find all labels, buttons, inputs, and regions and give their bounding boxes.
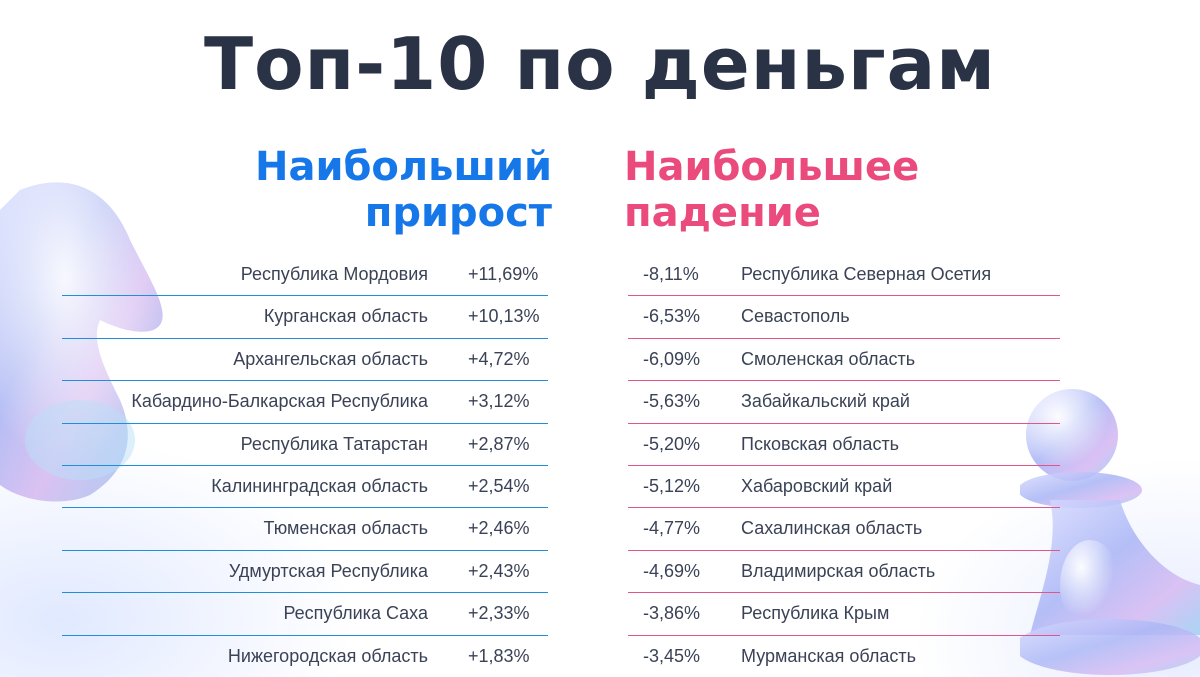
growth-heading-line2: прирост <box>364 190 552 236</box>
decline-table: -8,11% Республика Северная Осетия -6,53% С… <box>628 254 1060 677</box>
region-name: Сахалинская область <box>741 518 923 539</box>
decline-value: -6,53% <box>643 306 701 327</box>
growth-row: Кабардино-Балкарская Республика +3,12% <box>62 381 548 424</box>
region-name: Забайкальский край <box>741 391 910 412</box>
growth-table: Республика Мордовия +11,69% Курганская об… <box>62 254 548 677</box>
growth-row: Нижегородская область +1,83% <box>62 636 548 677</box>
region-name: Хабаровский край <box>741 475 893 496</box>
decline-value: -3,86% <box>643 603 701 624</box>
growth-value: +4,72% <box>468 348 530 369</box>
growth-row: Республика Саха +2,33% <box>62 593 548 636</box>
decline-value: -4,77% <box>643 518 701 539</box>
growth-value: +2,54% <box>468 475 530 496</box>
region-name: Республика Северная Осетия <box>741 264 992 284</box>
growth-value: +3,12% <box>468 391 530 412</box>
region-name: Владимирская область <box>741 560 936 581</box>
growth-row: Калининградская область +2,54% <box>62 466 548 509</box>
growth-value: +2,87% <box>468 433 530 454</box>
decline-value: -4,69% <box>643 560 701 581</box>
region-name: Псковская область <box>741 433 900 454</box>
decline-row: -3,45% Мурманская область <box>628 636 1060 677</box>
decline-value: -5,20% <box>643 433 701 454</box>
growth-row: Архангельская область +4,72% <box>62 339 548 382</box>
region-name: Курганская область <box>263 306 428 327</box>
decline-value: -8,11% <box>643 264 699 284</box>
growth-value: +2,46% <box>468 518 530 539</box>
decline-row: -5,63% Забайкальский край <box>628 381 1060 424</box>
decline-row: -6,53% Севастополь <box>628 296 1060 339</box>
region-name: Калининградская область <box>211 475 428 496</box>
decline-row: -3,86% Республика Крым <box>628 593 1060 636</box>
growth-value: +2,33% <box>468 603 530 624</box>
region-name: Тюменская область <box>263 518 428 539</box>
decline-value: -5,12% <box>643 475 701 496</box>
growth-heading: Наибольший прирост <box>255 144 552 236</box>
chess-pawn-icon <box>1020 389 1200 675</box>
region-name: Республика Саха <box>283 603 428 624</box>
growth-row: Республика Татарстан +2,87% <box>62 424 548 466</box>
decline-value: -3,45% <box>643 645 701 666</box>
region-name: Республика Крым <box>741 603 890 624</box>
region-name: Кабардино-Балкарская Республика <box>131 391 428 412</box>
growth-row: Тюменская область +2,46% <box>62 508 548 551</box>
decline-row: -5,20% Псковская область <box>628 424 1060 466</box>
region-name: Мурманская область <box>741 645 917 666</box>
decline-row: -8,11% Республика Северная Осетия <box>628 254 1060 297</box>
region-name: Севастополь <box>741 306 850 327</box>
region-name: Смоленская область <box>741 348 916 369</box>
region-name: Республика Мордовия <box>240 264 428 284</box>
growth-row: Республика Мордовия +11,69% <box>62 254 548 297</box>
decline-heading-line2: падение <box>624 190 821 236</box>
decline-heading: Наибольшее падение <box>624 144 919 236</box>
region-name: Республика Татарстан <box>240 433 428 454</box>
growth-row: Курганская область +10,13% <box>62 296 548 339</box>
growth-heading-line1: Наибольший <box>254 144 552 190</box>
region-name: Удмуртская Республика <box>228 560 428 581</box>
decline-row: -4,77% Сахалинская область <box>628 508 1060 551</box>
decline-value: -5,63% <box>643 391 701 412</box>
region-name: Архангельская область <box>233 348 428 369</box>
growth-value: +11,69% <box>468 264 539 284</box>
growth-value: +10,13% <box>468 306 540 327</box>
decline-value: -6,09% <box>643 348 701 369</box>
decline-heading-line1: Наибольшее <box>624 144 920 190</box>
page-title: Топ-10 по деньгам <box>203 22 997 106</box>
growth-value: +2,43% <box>468 560 530 581</box>
decline-row: -5,12% Хабаровский край <box>628 466 1060 509</box>
decline-row: -6,09% Смоленская область <box>628 339 1060 382</box>
growth-value: +1,83% <box>468 645 530 666</box>
chess-knight-icon <box>0 182 163 502</box>
growth-row: Удмуртская Республика +2,43% <box>62 551 548 594</box>
decline-row: -4,69% Владимирская область <box>628 551 1060 594</box>
region-name: Нижегородская область <box>227 645 428 666</box>
